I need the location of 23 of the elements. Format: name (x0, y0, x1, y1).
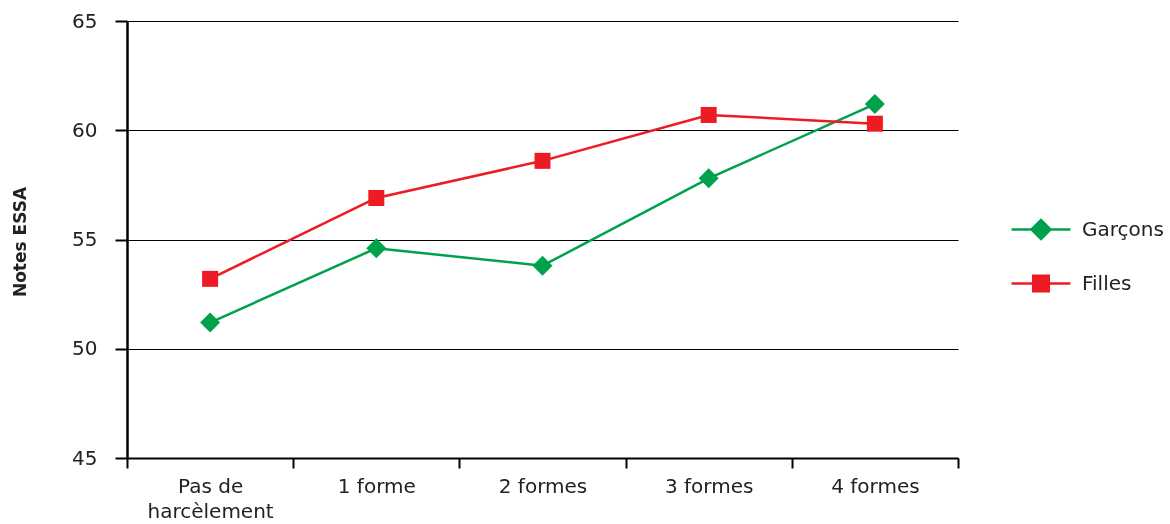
y-tick-label: 55 (72, 227, 98, 251)
y-axis-title: Notes ESSA (9, 186, 30, 298)
x-tick-label: 3 formes (664, 473, 754, 498)
y-tick-label: 50 (72, 336, 98, 361)
point (534, 152, 551, 169)
point (366, 238, 387, 259)
legend-label: Filles (1082, 270, 1132, 295)
point (866, 115, 883, 132)
point (532, 255, 553, 276)
y-tick-label: 65 (72, 8, 98, 33)
legend-label: Garçons (1082, 216, 1164, 241)
point (698, 168, 719, 189)
point (368, 189, 385, 206)
x-tick-label: Pas de harcèlement (147, 473, 274, 523)
x-tick-label: 2 formes (498, 473, 588, 498)
point (200, 312, 221, 333)
x-tick-label: 4 formes (831, 473, 920, 498)
y-tick-label: 60 (72, 117, 98, 142)
point (700, 106, 717, 123)
x-tick-label: 1 forme (337, 473, 416, 498)
point (202, 270, 219, 287)
point (864, 94, 885, 115)
y-tick-label: 45 (72, 445, 98, 470)
